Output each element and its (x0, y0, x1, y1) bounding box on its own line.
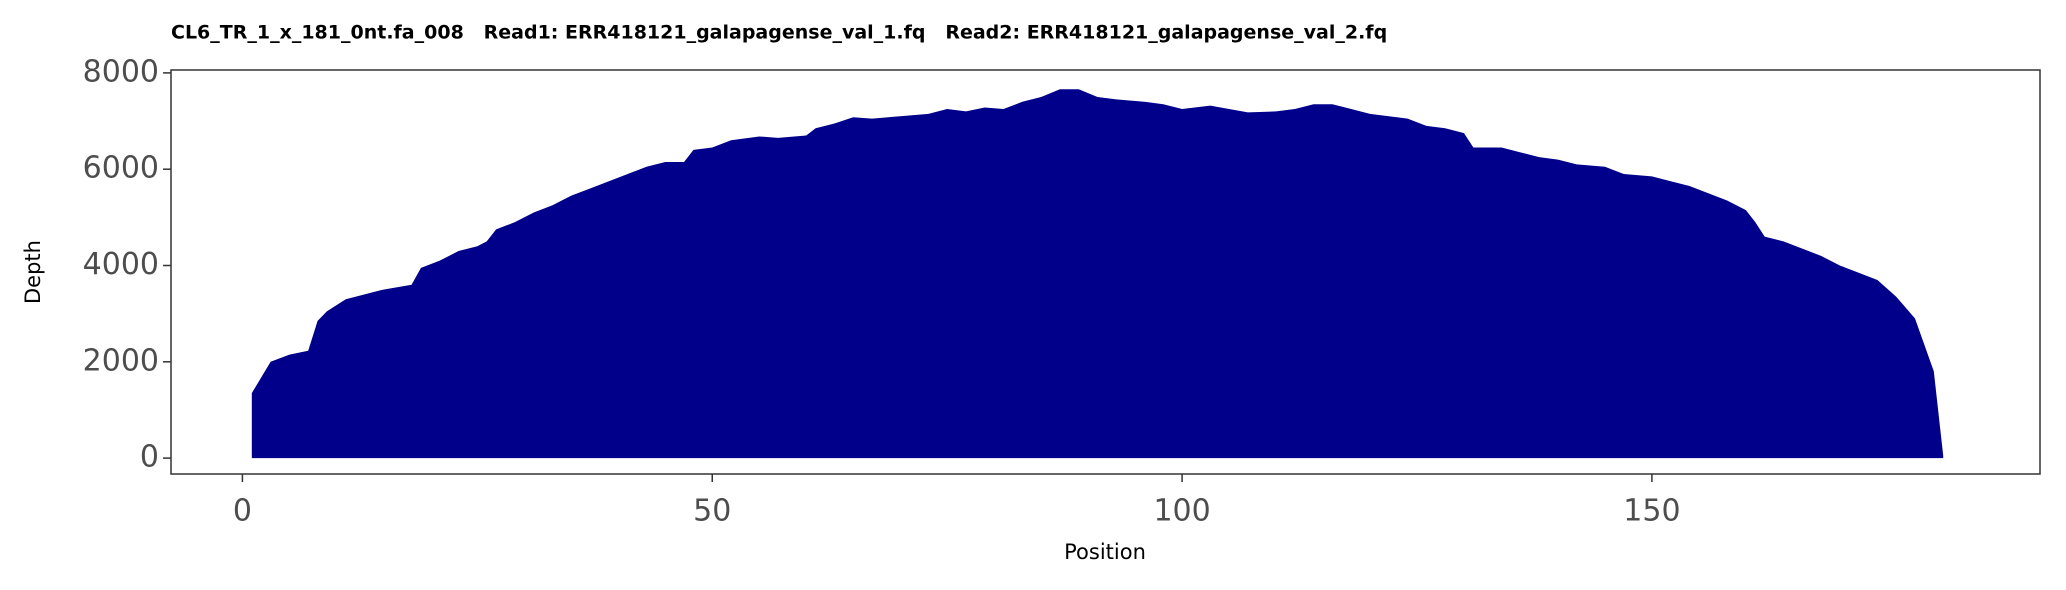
y-tick-label: 4000 (83, 247, 159, 282)
y-axis-title: Depth (21, 240, 45, 304)
x-tick-label: 150 (1623, 494, 1680, 529)
y-tick-label: 6000 (83, 151, 159, 186)
x-tick-label: 0 (233, 494, 252, 529)
x-axis-title: Position (1064, 540, 1146, 564)
plot-frame (170, 69, 2041, 475)
area (251, 89, 1944, 459)
x-tick-label: 100 (1153, 494, 1210, 529)
x-tick-label: 50 (693, 494, 731, 529)
chart-title: CL6_TR_1_x_181_0nt.fa_008 Read1: ERR4181… (171, 22, 1387, 44)
y-tick-label: 8000 (83, 54, 159, 89)
y-tick-label: 0 (140, 440, 159, 475)
y-tick-label: 2000 (83, 343, 159, 378)
